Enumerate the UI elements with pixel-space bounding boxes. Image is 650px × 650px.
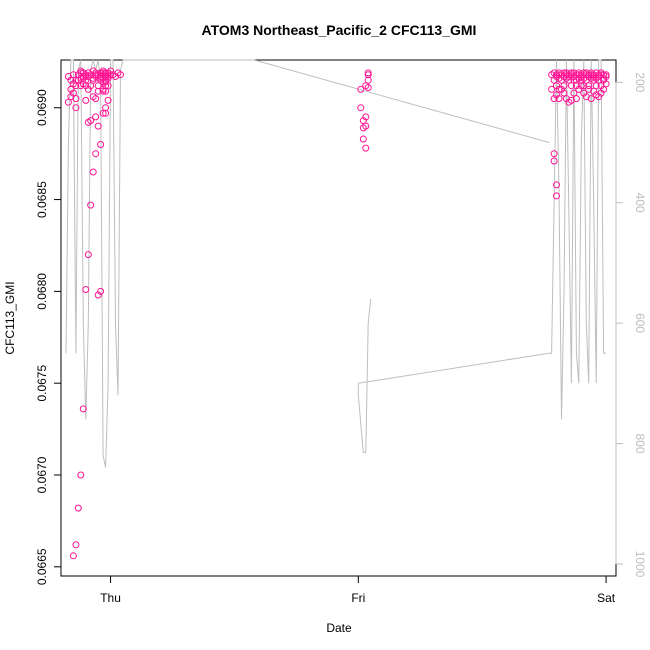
- data-point: [89, 168, 97, 176]
- data-point: [364, 69, 372, 77]
- data-point: [84, 85, 92, 93]
- data-point: [600, 85, 608, 93]
- data-point: [548, 85, 556, 93]
- data-point: [92, 150, 100, 158]
- x-tick-label: Sat: [597, 591, 616, 605]
- data-point: [567, 82, 575, 90]
- y2-tick-label: 400: [633, 193, 647, 213]
- y-tick-label: 0.0665: [35, 548, 49, 585]
- data-point: [77, 471, 85, 479]
- data-point: [74, 504, 82, 512]
- data-point: [72, 541, 80, 549]
- y-tick-label: 0.0680: [35, 273, 49, 310]
- data-point: [555, 95, 563, 103]
- data-point: [84, 251, 92, 259]
- data-point: [97, 141, 105, 148]
- data-point: [82, 96, 90, 104]
- chart-title: ATOM3 Northeast_Pacific_2 CFC113_GMI: [202, 22, 477, 38]
- data-point: [69, 71, 77, 79]
- points-layer: [64, 67, 610, 560]
- data-point: [577, 82, 585, 90]
- pressure-line-segment: [65, 59, 255, 468]
- data-point: [555, 85, 563, 93]
- x-axis-label: Date: [326, 621, 352, 635]
- data-point: [553, 192, 560, 200]
- data-point: [362, 144, 370, 152]
- data-point: [587, 95, 595, 103]
- data-point: [580, 82, 588, 90]
- data-point: [550, 150, 558, 158]
- data-point: [570, 89, 578, 97]
- data-point: [117, 71, 124, 79]
- data-point: [69, 552, 77, 560]
- data-point: [92, 113, 100, 121]
- data-point: [357, 104, 365, 112]
- data-point: [99, 109, 107, 117]
- data-point: [102, 104, 110, 112]
- data-point: [357, 85, 365, 93]
- data-point: [570, 76, 578, 84]
- data-point: [560, 82, 568, 90]
- y2-tick-label: 1000: [633, 551, 647, 578]
- data-point: [102, 109, 110, 117]
- data-point: [550, 157, 558, 165]
- data-point: [602, 71, 610, 79]
- data-point: [87, 82, 95, 90]
- data-point: [362, 113, 370, 121]
- data-point: [359, 135, 367, 143]
- y2-tick-label: 800: [633, 433, 647, 453]
- data-point: [64, 98, 72, 106]
- data-point: [572, 82, 580, 90]
- x-tick-label: Fri: [351, 591, 365, 605]
- y-axis-right: 200 400 600 800 1000: [615, 72, 647, 578]
- y-axis-left: 0.0665 0.0670 0.0675 0.0680 0.0685 0.0690: [35, 89, 62, 585]
- plot-frame: [60, 59, 617, 577]
- data-point: [72, 82, 80, 90]
- y-tick-label: 0.0685: [35, 181, 49, 218]
- data-point: [77, 69, 85, 77]
- y-tick-label: 0.0690: [35, 89, 49, 126]
- data-point: [72, 104, 80, 112]
- plot-area: [60, 59, 617, 577]
- data-point: [595, 93, 603, 101]
- data-point: [602, 80, 610, 88]
- pressure-line-segment: [357, 298, 372, 454]
- data-point: [550, 95, 558, 103]
- x-tick-label: Thu: [100, 591, 121, 605]
- pressure-line-segment: [254, 59, 550, 143]
- data-point: [104, 96, 112, 104]
- pressure-line-segment: [358, 59, 607, 420]
- data-point: [97, 287, 105, 295]
- data-point: [94, 291, 102, 299]
- y-axis-label: CFC113_GMI: [3, 281, 17, 354]
- data-point: [89, 93, 97, 101]
- data-point: [67, 93, 75, 101]
- data-point: [94, 122, 102, 130]
- data-point: [362, 122, 370, 130]
- y2-tick-label: 200: [633, 72, 647, 92]
- y-tick-label: 0.0675: [35, 365, 49, 402]
- data-point: [84, 118, 92, 126]
- y2-tick-label: 600: [633, 313, 647, 333]
- data-point: [364, 84, 372, 91]
- data-point: [565, 76, 573, 84]
- x-axis: Thu Fri Sat: [100, 575, 616, 605]
- data-point: [572, 95, 580, 103]
- y-tick-label: 0.0670: [35, 456, 49, 493]
- pressure-lines: [65, 59, 607, 468]
- data-point: [592, 82, 600, 90]
- data-point: [99, 74, 107, 82]
- data-point: [87, 201, 95, 209]
- data-point: [79, 405, 87, 413]
- data-point: [553, 181, 560, 189]
- data-point: [82, 286, 90, 293]
- data-point: [585, 82, 593, 90]
